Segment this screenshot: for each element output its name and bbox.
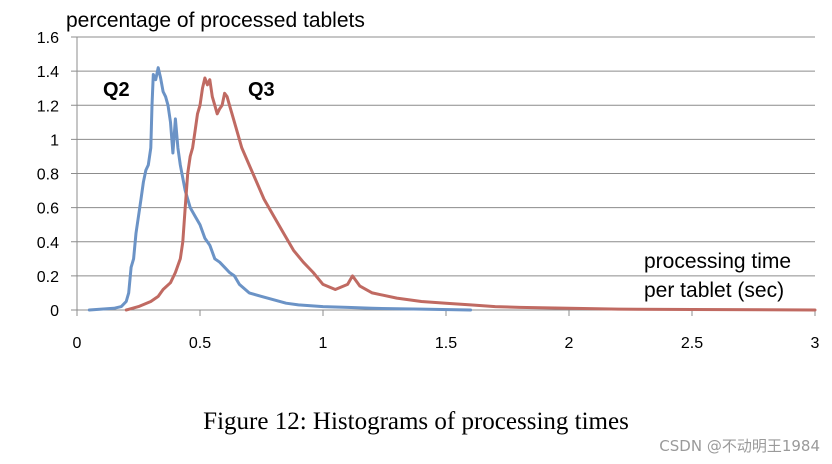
x-tick-label: 2.5 [681,335,703,352]
x-tick-label: 1.5 [435,335,457,352]
y-tick-label: 0.8 [37,167,59,184]
grid-layer [77,36,815,277]
y-tick-label: 0.6 [37,201,59,218]
histogram-chart: 0 0.2 0.4 0.6 0.8 1 1.2 1.4 1.6 0 0.5 1 1.5 2 2.5 3 per… [37,9,820,352]
figure-caption: Figure 12: Histograms of processing time… [203,408,629,435]
y-tick-label: 1 [50,132,59,149]
x-tick-label: 3 [811,335,820,352]
x-tick-label: 0 [73,335,82,352]
series-label-q3: Q3 [248,79,275,101]
y-tick-label: 0 [50,303,59,320]
watermark: CSDN @不动明王1984 [659,437,820,455]
y-tick-label: 0.4 [37,235,59,252]
x-tick-label: 2 [565,335,574,352]
x-tick-label: 0.5 [189,335,211,352]
x-tick-label: 1 [319,335,328,352]
series-line-q2 [87,66,473,312]
y-tick-label: 1.2 [37,98,59,115]
series-line-q3 [124,76,817,312]
series-label-q2: Q2 [103,79,130,101]
y-tick-label: 1.4 [37,64,59,81]
series-layer [87,66,817,312]
y-tick-label: 0.2 [37,269,59,286]
y-tick-label: 1.6 [37,30,59,47]
y-axis-title: percentage of processed tablets [66,9,365,32]
label-layer: percentage of processed tablets processi… [66,9,791,302]
x-axis-title-line-2: per tablet (sec) [644,279,784,302]
x-axis-title-line-1: processing time [644,250,791,273]
